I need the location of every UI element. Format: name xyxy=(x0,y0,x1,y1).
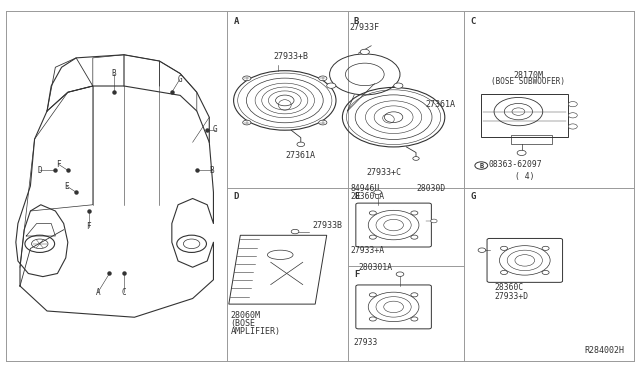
Circle shape xyxy=(319,76,327,81)
Text: B: B xyxy=(479,163,483,169)
Text: F: F xyxy=(354,270,359,279)
Text: B: B xyxy=(210,166,214,175)
Circle shape xyxy=(500,270,508,275)
Circle shape xyxy=(374,190,381,195)
Text: B: B xyxy=(354,17,359,26)
Text: ( 4): ( 4) xyxy=(515,172,534,181)
Circle shape xyxy=(568,102,577,107)
Text: 28360C: 28360C xyxy=(495,283,524,292)
Circle shape xyxy=(369,317,376,321)
Circle shape xyxy=(500,246,508,250)
Circle shape xyxy=(517,150,526,155)
Text: G: G xyxy=(212,125,217,134)
Circle shape xyxy=(542,270,549,275)
Circle shape xyxy=(411,293,418,297)
Circle shape xyxy=(411,317,418,321)
Circle shape xyxy=(411,235,418,239)
Text: 27933+A: 27933+A xyxy=(351,246,385,255)
Circle shape xyxy=(396,272,404,276)
Circle shape xyxy=(326,83,336,88)
Circle shape xyxy=(411,211,418,215)
Text: 27933B: 27933B xyxy=(312,221,342,230)
Circle shape xyxy=(542,246,549,250)
Text: A: A xyxy=(234,17,239,26)
Circle shape xyxy=(478,248,486,252)
Circle shape xyxy=(394,83,403,88)
Circle shape xyxy=(369,235,376,239)
Circle shape xyxy=(413,157,419,160)
Circle shape xyxy=(568,124,577,129)
Text: 28360CA: 28360CA xyxy=(351,192,385,201)
Circle shape xyxy=(431,219,437,223)
Text: 08363-62097: 08363-62097 xyxy=(489,160,543,169)
Text: D: D xyxy=(234,192,239,201)
Text: C: C xyxy=(122,288,126,297)
Text: C: C xyxy=(470,17,476,26)
Text: 27933: 27933 xyxy=(354,338,378,347)
Text: 27361A: 27361A xyxy=(426,100,456,109)
Text: 27933+C: 27933+C xyxy=(367,168,401,177)
Text: 84946U: 84946U xyxy=(351,185,380,193)
Circle shape xyxy=(297,142,305,147)
Text: (BOSE: (BOSE xyxy=(230,319,255,328)
Text: 27933F: 27933F xyxy=(350,23,380,32)
Circle shape xyxy=(369,211,376,215)
Text: 28170M: 28170M xyxy=(513,71,543,80)
Text: A: A xyxy=(95,288,100,297)
Text: E: E xyxy=(354,192,359,201)
Circle shape xyxy=(369,293,376,297)
Circle shape xyxy=(243,76,251,81)
Circle shape xyxy=(291,229,299,234)
Text: F: F xyxy=(56,160,61,169)
Text: G: G xyxy=(177,75,182,84)
Text: 28060M: 28060M xyxy=(230,311,260,320)
Text: AMPLIFIER): AMPLIFIER) xyxy=(230,327,280,336)
Circle shape xyxy=(243,120,251,125)
Circle shape xyxy=(319,120,327,125)
Text: B: B xyxy=(111,69,116,78)
Text: 27933+B: 27933+B xyxy=(274,52,308,61)
Text: F: F xyxy=(86,222,91,231)
Circle shape xyxy=(568,113,577,118)
Circle shape xyxy=(360,49,369,55)
Text: (BOSE SUBWOOFER): (BOSE SUBWOOFER) xyxy=(491,77,565,86)
Text: G: G xyxy=(470,192,476,201)
Text: 28030D: 28030D xyxy=(416,185,445,193)
Text: 27361A: 27361A xyxy=(286,151,316,160)
Text: R284002H: R284002H xyxy=(584,346,624,355)
Text: E: E xyxy=(64,182,69,190)
Text: D: D xyxy=(38,166,42,175)
Text: 280301A: 280301A xyxy=(358,263,392,272)
Text: 27933+D: 27933+D xyxy=(495,292,529,301)
